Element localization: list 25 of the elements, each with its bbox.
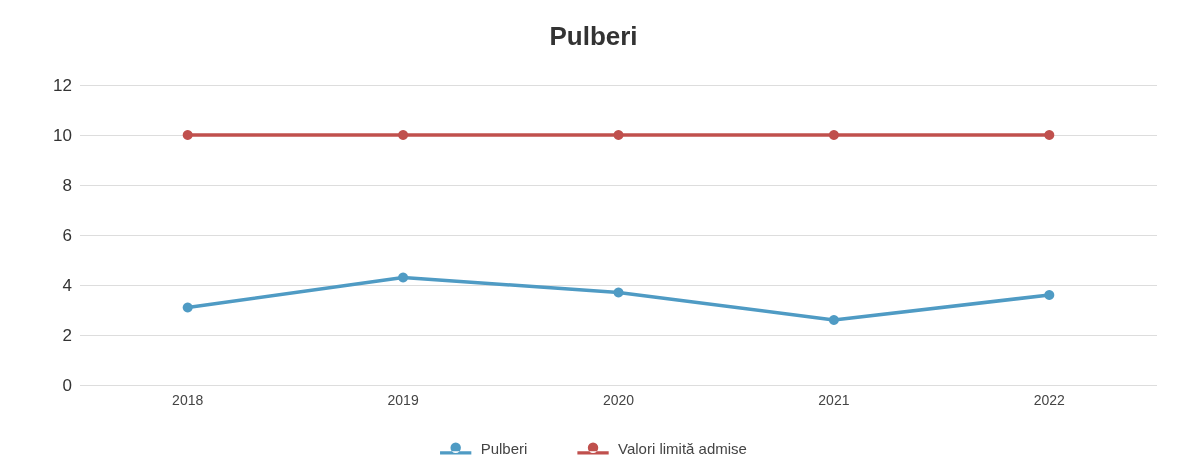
- x-tick-label: 2021: [818, 392, 850, 408]
- point: [1044, 290, 1055, 300]
- point: [828, 130, 839, 140]
- point: [613, 287, 624, 298]
- point: [398, 272, 409, 283]
- y-tick-label: 0: [62, 375, 72, 395]
- legend-label: Pulberi: [480, 440, 528, 457]
- point: [182, 130, 193, 140]
- chart-title: Pulberi: [549, 21, 638, 51]
- x-tick-label: 2022: [1033, 392, 1066, 408]
- x-tick-label: 2019: [387, 392, 419, 408]
- y-tick-label: 12: [53, 75, 72, 95]
- point: [398, 130, 409, 140]
- point: [828, 315, 839, 325]
- x-tick-label: 2020: [602, 392, 635, 408]
- y-tick-label: 4: [62, 275, 72, 295]
- y-tick-label: 8: [62, 175, 72, 195]
- y-tick-label: 2: [62, 325, 72, 345]
- x-tick-label: 2018: [172, 392, 204, 408]
- point: [1044, 130, 1055, 140]
- y-tick-label: 10: [53, 125, 72, 145]
- point: [613, 130, 624, 140]
- y-tick-label: 6: [62, 225, 72, 245]
- point: [182, 302, 193, 313]
- legend-label: Valori limită admise: [618, 440, 747, 457]
